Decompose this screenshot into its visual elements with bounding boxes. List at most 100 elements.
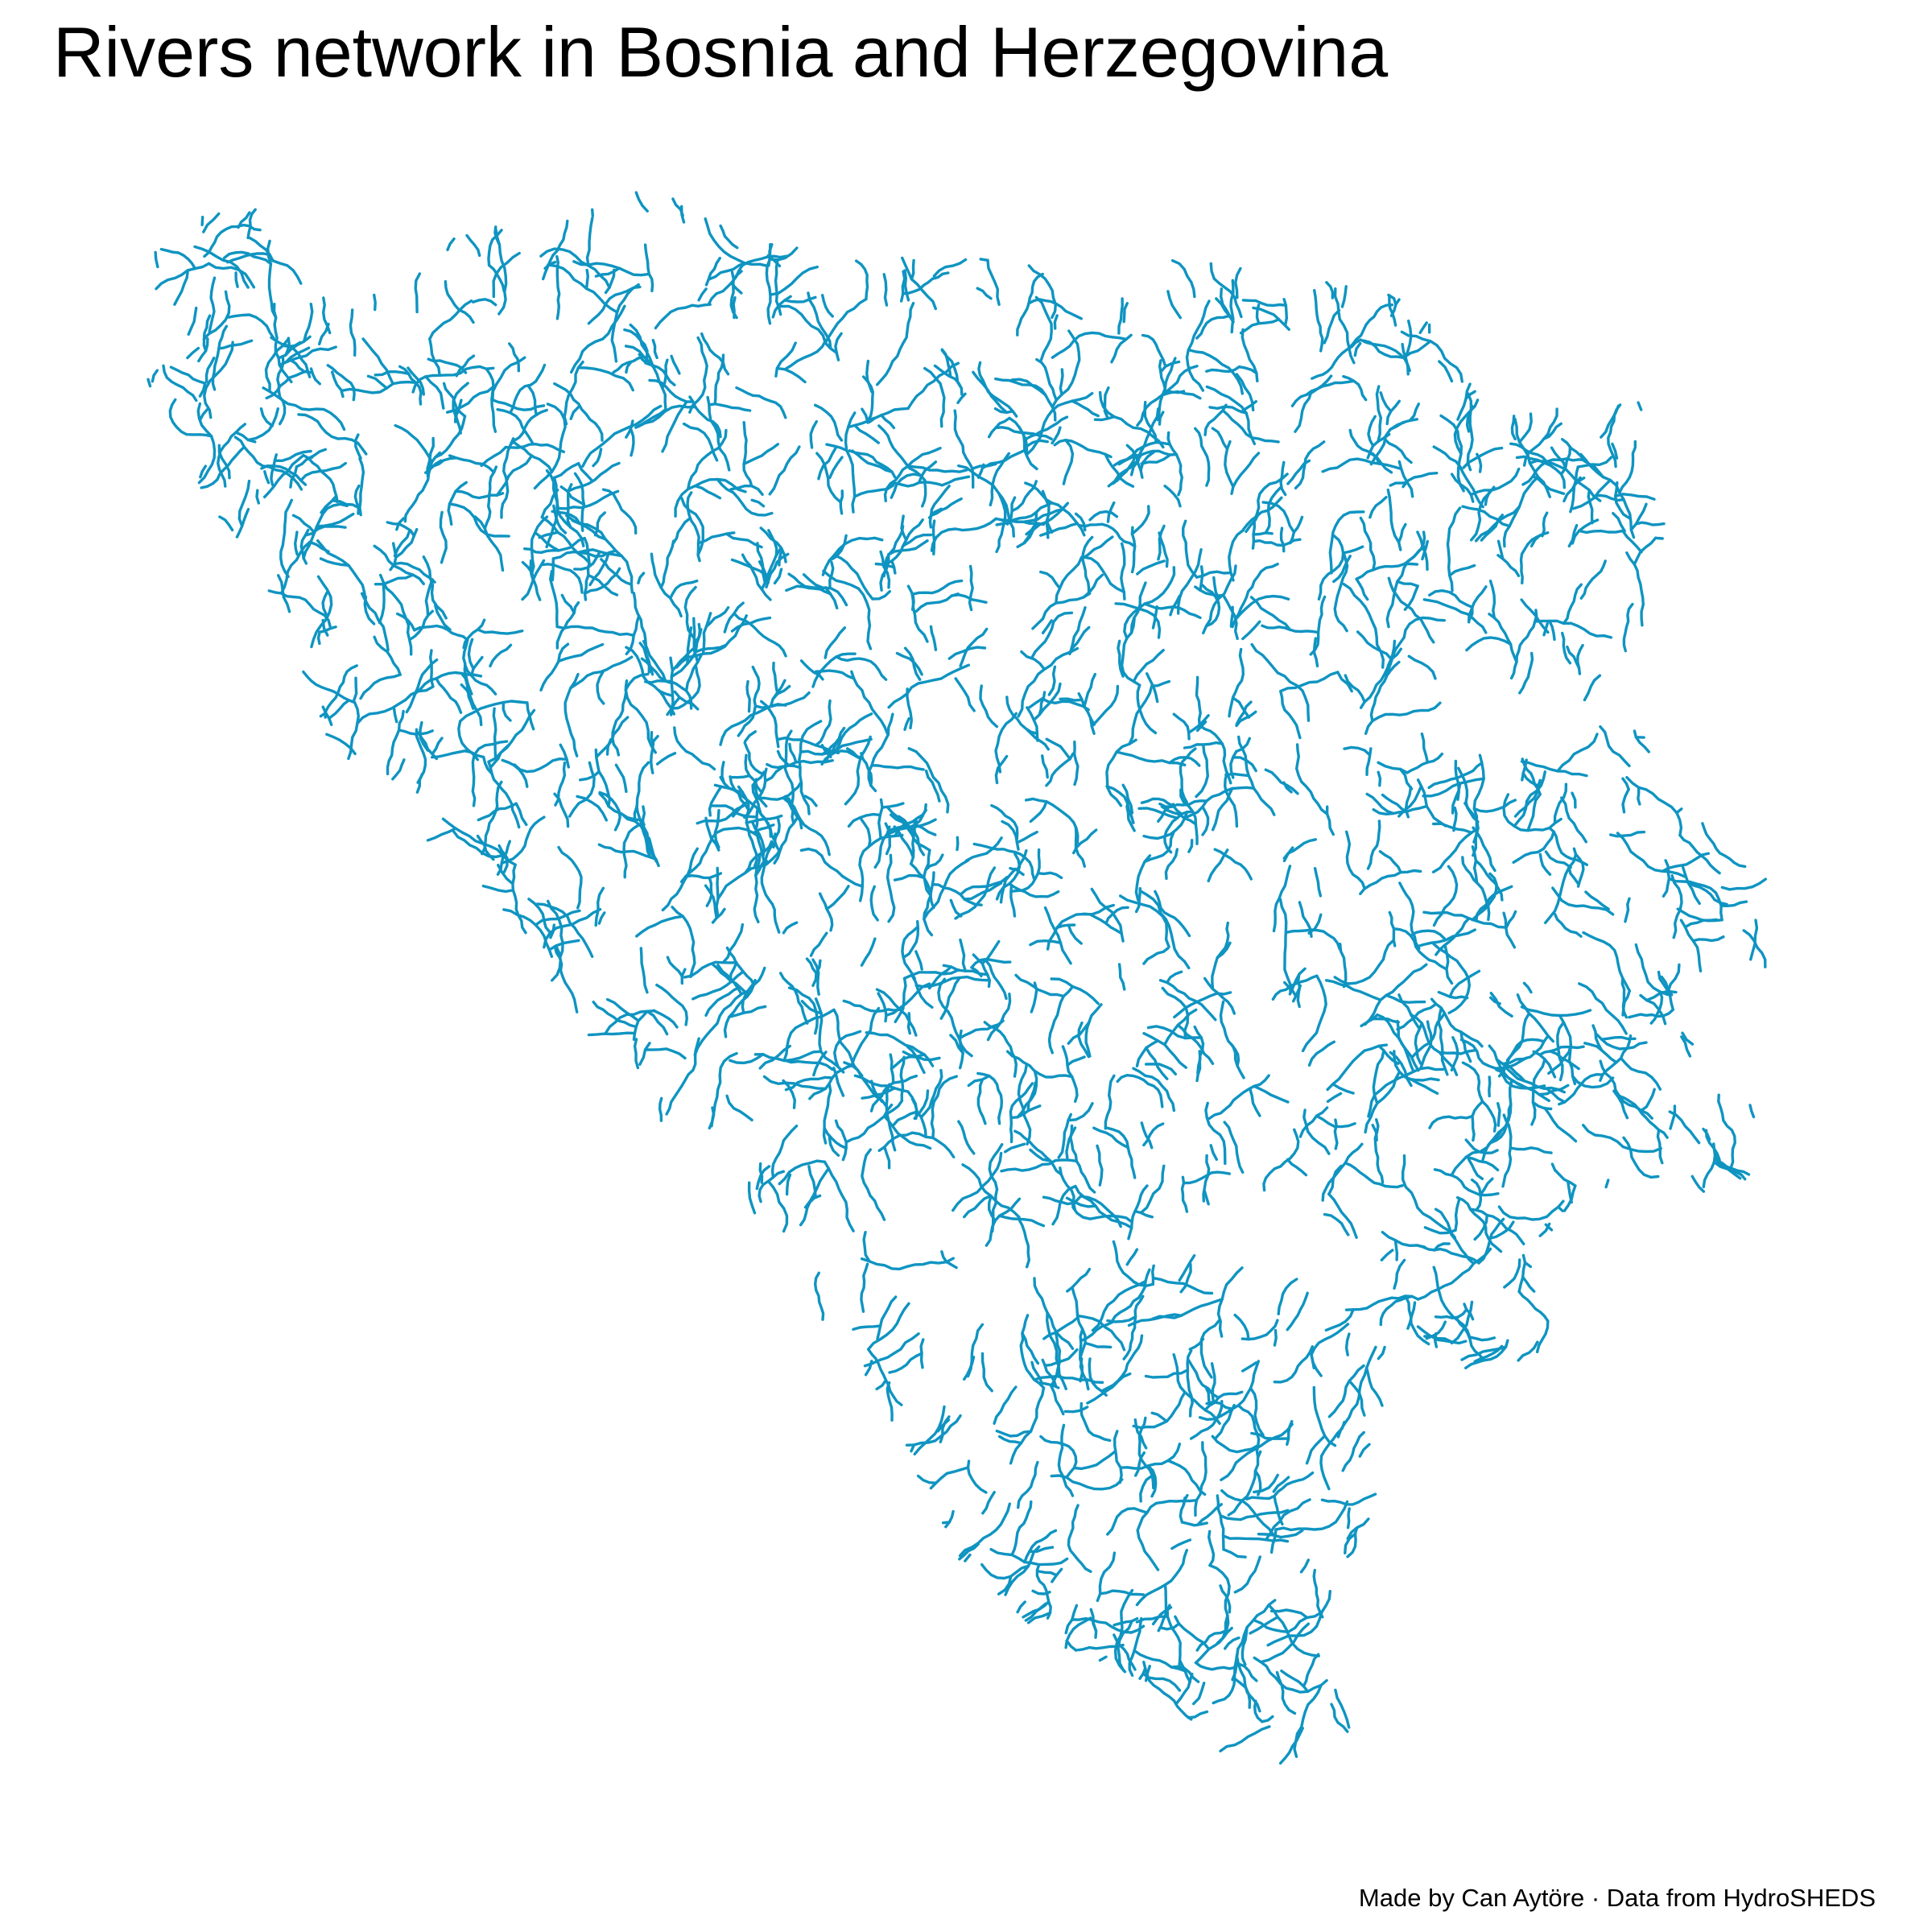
river-segment (1333, 939, 1395, 985)
river-segment (612, 355, 646, 374)
river-segment (1301, 974, 1327, 1053)
river-segment (988, 1195, 997, 1223)
river-segment (742, 421, 753, 488)
river-segment (993, 407, 1014, 415)
river-segment (1047, 985, 1075, 1055)
river-segment (403, 451, 442, 523)
river-segment (923, 871, 935, 937)
river-segment (743, 767, 768, 819)
river-segment (1151, 1606, 1173, 1626)
river-segment (1418, 321, 1428, 334)
river-segment (719, 224, 739, 250)
river-segment (497, 864, 514, 886)
river-segment (1502, 911, 1517, 949)
river-segment (906, 361, 960, 411)
river-segment (913, 1405, 946, 1455)
river-segment (597, 843, 658, 861)
river-segment (655, 983, 688, 1026)
river-segment (730, 774, 751, 779)
river-network (147, 191, 1767, 1765)
river-segment (958, 1029, 964, 1070)
river-segment (1008, 416, 1038, 471)
river-segment (1386, 488, 1402, 551)
river-segment (1203, 1390, 1244, 1412)
river-segment (431, 737, 444, 756)
river-segment (1001, 819, 1020, 851)
river-segment (1286, 1291, 1309, 1331)
river-segment (374, 573, 415, 586)
river-segment (1086, 1372, 1132, 1405)
river-segment (1106, 1315, 1137, 1323)
river-segment (868, 407, 910, 423)
river-segment (1221, 409, 1280, 444)
river-segment (1234, 266, 1242, 299)
river-segment (671, 906, 696, 979)
river-segment (725, 946, 756, 987)
river-segment (869, 885, 879, 922)
river-segment (680, 968, 687, 985)
river-segment (959, 938, 967, 972)
river-segment (1043, 1348, 1079, 1367)
river-segment (929, 625, 938, 651)
river-segment (787, 572, 832, 596)
river-segment (1029, 939, 1063, 947)
river-segment (1179, 788, 1199, 845)
river-segment (650, 552, 683, 617)
river-segment (1430, 997, 1484, 1048)
river-segment (1502, 1034, 1550, 1066)
river-segment (671, 622, 701, 672)
river-segment (1398, 767, 1414, 791)
river-segment (1157, 524, 1166, 561)
river-segment (914, 950, 923, 971)
river-segment (1053, 314, 1059, 330)
river-segment (1151, 1298, 1224, 1320)
river-segment (839, 489, 844, 515)
river-segment (361, 337, 394, 386)
river-segment (1057, 1113, 1072, 1159)
river-segment (937, 977, 973, 1058)
river-segment (987, 416, 1011, 439)
river-segment (976, 287, 993, 300)
river-segment (1113, 1616, 1139, 1627)
river-segment (1166, 970, 1183, 985)
river-segment (1331, 1083, 1355, 1095)
river-segment (1163, 810, 1195, 854)
river-segment (1681, 865, 1701, 906)
river-segment (1219, 1584, 1232, 1614)
river-segment (1385, 544, 1428, 629)
river-segment (1008, 882, 1060, 898)
river-segment (1136, 683, 1158, 735)
river-segment (986, 258, 1001, 306)
river-segment (1541, 511, 1549, 538)
river-segment (1273, 1345, 1314, 1384)
river-segment (187, 306, 198, 336)
river-segment (481, 780, 503, 856)
river-segment (1066, 1267, 1092, 1293)
river-segment (1051, 331, 1128, 359)
river-segment (1324, 1308, 1355, 1332)
river-segment (1222, 593, 1239, 641)
river-segment (1139, 1474, 1154, 1503)
river-segment (958, 1502, 1011, 1558)
river-segment (1269, 1608, 1309, 1620)
river-segment (1005, 496, 1017, 526)
river-segment (1122, 302, 1129, 324)
river-segment (594, 886, 605, 927)
river-segment (1439, 414, 1465, 493)
river-segment (1144, 1063, 1177, 1075)
river-segment (1431, 822, 1473, 835)
river-segment (1556, 1021, 1566, 1082)
river-segment (1170, 1665, 1200, 1683)
river-segment (696, 799, 750, 825)
river-segment (572, 260, 650, 277)
river-segment (1210, 1362, 1216, 1404)
river-segment (1432, 1265, 1472, 1339)
river-segment (1348, 303, 1394, 350)
river-segment (587, 285, 642, 325)
river-segment (1464, 1339, 1509, 1370)
river-segment (299, 528, 310, 565)
river-segment (1120, 542, 1126, 601)
river-segment (907, 747, 950, 814)
river-segment (1053, 439, 1113, 459)
river-segment (1154, 890, 1191, 938)
